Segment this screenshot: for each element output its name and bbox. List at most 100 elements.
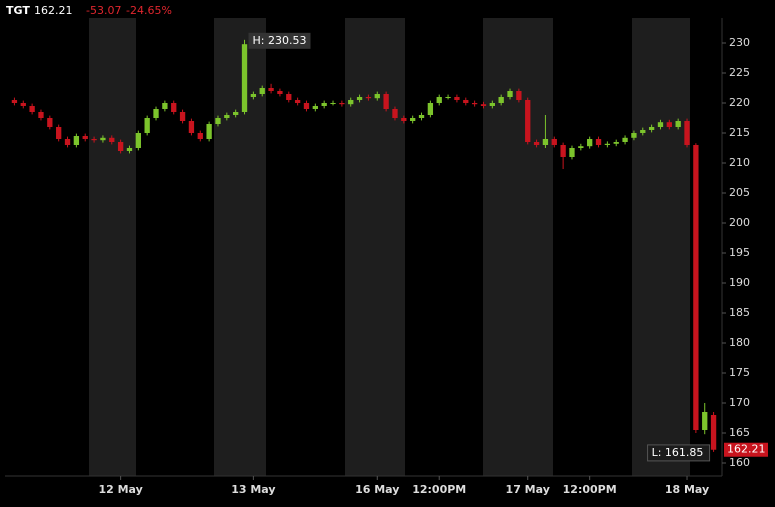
y-tick-label: 160 — [729, 456, 750, 469]
candle-body — [374, 94, 380, 99]
candle-body — [542, 139, 549, 145]
candle-body — [82, 136, 88, 139]
candle-body — [587, 139, 593, 147]
candle-body — [277, 91, 283, 94]
band — [632, 18, 690, 476]
candle-body — [498, 97, 504, 103]
candle-body — [410, 118, 416, 121]
y-tick-label: 180 — [729, 336, 750, 349]
candle-body — [604, 143, 611, 145]
y-tick-label: 170 — [729, 396, 750, 409]
candle-body — [463, 100, 469, 103]
candle-body — [321, 103, 327, 106]
band — [483, 18, 553, 476]
candle-body — [162, 103, 168, 109]
candle-body — [330, 103, 336, 104]
candle-body — [613, 142, 619, 144]
y-tick-label: 195 — [729, 246, 750, 259]
high-label: H: 230.53 — [253, 34, 307, 47]
candle-body — [401, 118, 407, 121]
candle-body — [525, 100, 531, 142]
candle-body — [445, 97, 451, 98]
y-tick-label: 200 — [729, 216, 750, 229]
x-tick-label: 16 May — [355, 483, 399, 496]
candle-body — [622, 137, 628, 142]
candle-body — [109, 137, 115, 142]
y-tick-label: 185 — [729, 306, 750, 319]
candle-body — [56, 127, 62, 139]
candle-body — [702, 412, 708, 430]
high-label-box — [248, 32, 311, 49]
candle-body — [383, 94, 389, 109]
candle-body — [91, 139, 97, 141]
candle-body — [38, 112, 44, 118]
candle-body — [268, 88, 274, 91]
candle-body — [631, 133, 637, 138]
band — [89, 18, 136, 476]
band — [214, 18, 266, 476]
candle-body — [73, 136, 80, 145]
candle-body — [144, 118, 150, 133]
candle-body — [11, 100, 18, 103]
candle-body — [365, 97, 372, 99]
candle-body — [648, 127, 655, 130]
low-label: L: 161.85 — [652, 446, 704, 459]
low-label-box — [647, 444, 711, 462]
candle-body — [126, 148, 133, 151]
candle-body — [436, 97, 442, 103]
x-tick-label: 18 May — [665, 483, 709, 496]
candle-body — [47, 118, 53, 127]
candle-body — [233, 112, 239, 115]
change: -53.07 — [86, 4, 121, 17]
candle-body — [480, 104, 487, 106]
x-tick-label: 12:00PM — [412, 483, 466, 496]
candle-body — [312, 106, 318, 109]
x-tick-label: 12:00PM — [563, 483, 617, 496]
candle-body — [675, 121, 681, 127]
x-tick-label: 12 May — [98, 483, 142, 496]
candle-body — [507, 91, 513, 97]
y-tick-label: 230 — [729, 36, 750, 49]
candle-body — [666, 122, 672, 127]
candle-body — [294, 100, 301, 103]
y-tick-label: 220 — [729, 96, 750, 109]
candle-body — [250, 94, 257, 97]
candle-body — [135, 133, 141, 148]
candle-body — [64, 139, 71, 145]
candle-body — [29, 106, 35, 112]
candle-body — [153, 109, 159, 118]
candle-body — [188, 121, 195, 133]
candle-body — [286, 94, 292, 100]
candle-body — [427, 103, 434, 115]
candle-body — [471, 103, 478, 105]
candle-body — [516, 91, 522, 100]
candle-body — [241, 44, 248, 113]
last-price-label: 162.21 — [727, 443, 766, 456]
candle-body — [578, 146, 584, 148]
last-price-box — [724, 442, 768, 457]
y-tick-label: 225 — [729, 66, 750, 79]
band — [345, 18, 405, 476]
candle-body — [533, 142, 540, 145]
candle-body — [454, 97, 460, 100]
candle-body — [356, 97, 363, 100]
candle-body — [197, 133, 203, 139]
candle-body — [684, 121, 690, 145]
candle-body — [348, 100, 354, 105]
symbol: TGT — [6, 4, 30, 17]
x-tick-label: 17 May — [506, 483, 550, 496]
y-tick-label: 205 — [729, 186, 750, 199]
x-tick-label: 13 May — [231, 483, 275, 496]
candle-body — [551, 139, 557, 145]
candle-body — [595, 139, 602, 145]
candle-body — [303, 103, 310, 109]
candle-body — [710, 415, 717, 450]
candle-body — [489, 103, 495, 106]
candle-body — [418, 115, 425, 118]
price: 162.21 — [34, 4, 73, 17]
candle-body — [20, 103, 26, 106]
candle-body — [117, 142, 124, 151]
candle-body — [206, 124, 212, 139]
candle-body — [224, 115, 230, 118]
